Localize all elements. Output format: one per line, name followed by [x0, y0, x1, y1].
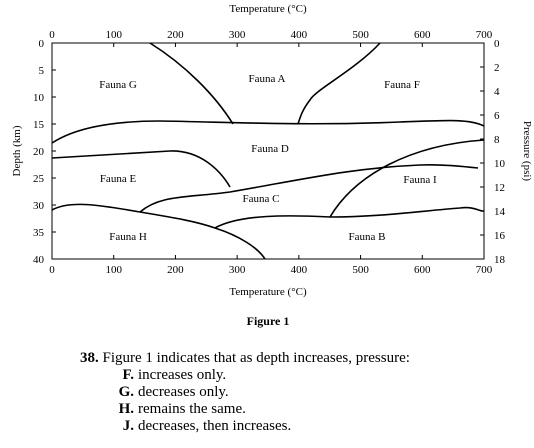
y-tick-label: 20 [33, 146, 45, 158]
option: H. remains the same. [80, 401, 410, 418]
question-text: Figure 1 indicates that as depth increas… [102, 350, 410, 366]
axis-label: Depth (km) [11, 125, 23, 176]
boundary [51, 203, 266, 260]
y2-tick-label: 16 [494, 230, 506, 242]
option-letter: F. [122, 367, 134, 383]
y2-tick-label: 0 [494, 38, 500, 50]
axis-label: Temperature (°C) [229, 3, 307, 15]
boundary [297, 42, 381, 125]
boundary [139, 163, 479, 213]
y2-tick-label: 6 [494, 110, 500, 122]
x-tick-label: 600 [414, 264, 431, 276]
region-label: Fauna G [99, 79, 137, 91]
region-label: Fauna D [251, 143, 289, 155]
y2-tick-label: 18 [494, 254, 506, 266]
axis-label: Temperature (°C) [229, 286, 307, 298]
y-tick-label: 0 [39, 38, 45, 50]
x-tick-label: 100 [105, 29, 122, 41]
x-tick-label: 0 [49, 264, 55, 276]
option-letter: G. [118, 384, 134, 400]
region-label: Fauna C [243, 193, 280, 205]
boundary [329, 139, 485, 218]
y-tick-label: 25 [33, 173, 45, 185]
y2-tick-label: 14 [494, 206, 506, 218]
x-tick-label: 500 [352, 264, 369, 276]
x-tick-label: 0 [49, 29, 55, 41]
question-stem: 38. Figure 1 indicates that as depth inc… [80, 350, 410, 367]
x-tick-label: 200 [167, 29, 184, 41]
region-label: Fauna B [349, 231, 386, 243]
region-label: Fauna H [109, 231, 147, 243]
x-tick-label: 500 [352, 29, 369, 41]
y-tick-label: 30 [33, 200, 45, 212]
option-letter: H. [118, 401, 134, 417]
x-tick-label: 700 [476, 264, 493, 276]
option-text: decreases, then increases. [138, 418, 292, 434]
y2-tick-label: 2 [494, 62, 500, 74]
boundary [51, 119, 485, 144]
region-label: Fauna A [249, 73, 286, 85]
x-tick-label: 100 [105, 264, 122, 276]
option-text: remains the same. [138, 401, 246, 417]
region-label: Fauna I [403, 174, 437, 186]
x-tick-label: 400 [291, 264, 308, 276]
x-tick-label: 700 [476, 29, 493, 41]
question-number: 38. [80, 350, 99, 366]
question: 38. Figure 1 indicates that as depth inc… [80, 350, 410, 435]
y2-tick-label: 12 [494, 182, 505, 194]
region-label: Fauna E [100, 173, 137, 185]
option: G. decreases only. [80, 384, 410, 401]
x-tick-label: 600 [414, 29, 431, 41]
axis-label: Pressure (psi) [521, 121, 533, 182]
boundary [51, 150, 231, 188]
caption: Figure 1 [247, 314, 290, 328]
region-label: Fauna F [384, 79, 420, 91]
boundary [149, 42, 234, 125]
y2-tick-label: 10 [494, 158, 506, 170]
y-tick-label: 40 [33, 254, 45, 266]
option: J. decreases, then increases. [80, 418, 410, 435]
figure: Fauna G Fauna A Fauna F Fauna D Fauna E … [11, 3, 533, 328]
option-text: increases only. [138, 367, 227, 383]
option: F. increases only. [80, 367, 410, 384]
option-letter: J. [122, 418, 134, 434]
y-tick-label: 5 [39, 65, 45, 77]
y2-tick-label: 8 [494, 134, 500, 146]
y-tick-label: 10 [33, 92, 45, 104]
x-tick-label: 300 [229, 29, 246, 41]
y2-tick-label: 4 [494, 86, 500, 98]
y-tick-label: 35 [33, 227, 45, 239]
option-text: decreases only. [138, 384, 229, 400]
boundary [214, 206, 485, 229]
x-tick-label: 400 [291, 29, 308, 41]
y-tick-label: 15 [33, 119, 45, 131]
x-tick-label: 200 [167, 264, 184, 276]
x-tick-label: 300 [229, 264, 246, 276]
